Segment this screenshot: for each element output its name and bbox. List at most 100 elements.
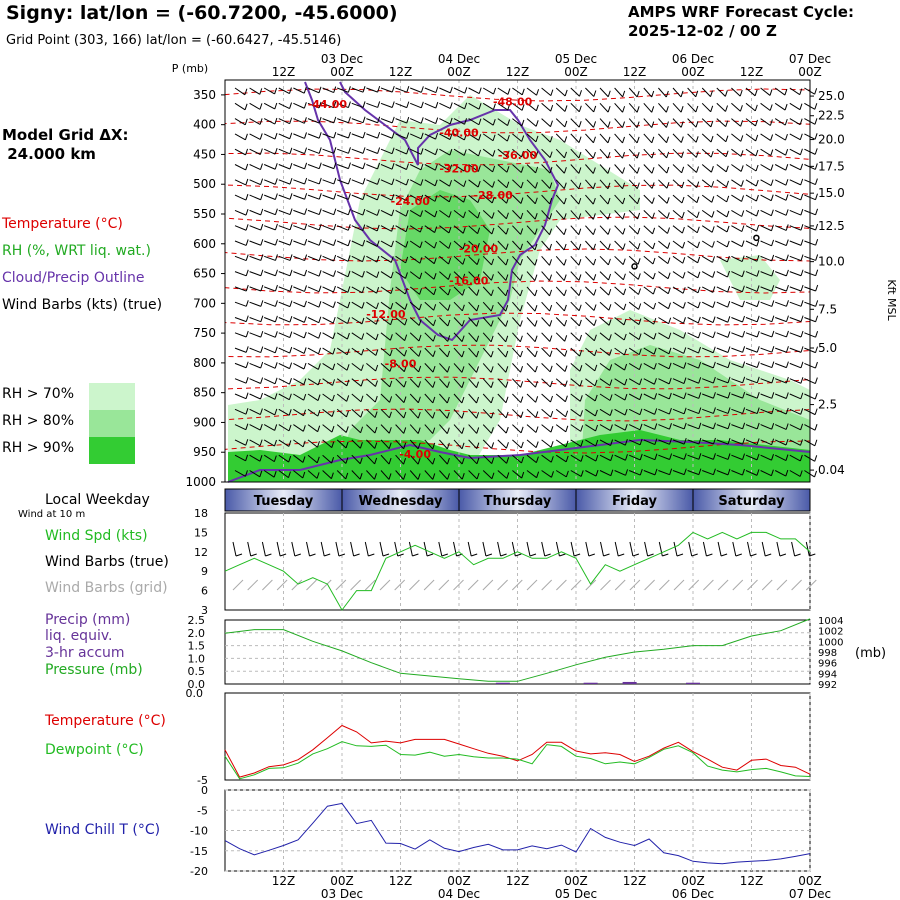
precip-axis-zero: 0.0	[186, 687, 204, 700]
wind-barb-flag	[755, 164, 759, 172]
wind-barb-flag	[461, 381, 465, 388]
wind-barb	[702, 439, 714, 445]
wind-barb	[497, 118, 508, 126]
wind-barb	[278, 87, 290, 94]
wind-barb-flag	[756, 469, 760, 476]
wind-barb	[731, 179, 742, 187]
pressure-tick-label: 1000	[185, 475, 216, 489]
wind-barb	[760, 87, 771, 96]
wind-barb-flag	[535, 151, 539, 158]
wind-barb-flag	[625, 469, 629, 476]
wind-barb-flag	[449, 86, 453, 94]
weekday-label: Tuesday	[254, 494, 314, 509]
wind-barb	[672, 424, 685, 430]
wind-barb-flag	[362, 255, 366, 262]
wind-barb-flag	[492, 134, 496, 141]
wind-speed-tick-label: 12	[194, 546, 208, 559]
wind-barb	[701, 133, 712, 143]
wind-barb-flag	[419, 257, 423, 264]
wind-barb-flag	[507, 119, 511, 126]
wind-barb-flag	[593, 304, 597, 311]
wind-barb-flag	[391, 101, 395, 108]
wind-barb	[526, 454, 537, 464]
wind-barb	[293, 454, 304, 463]
wind-barb-flag	[404, 318, 408, 326]
wind-barb-flag	[698, 361, 702, 369]
wind-barb	[497, 271, 507, 281]
wind-barb	[555, 164, 565, 174]
wind-barb	[658, 271, 669, 280]
wind-barb	[614, 87, 624, 98]
time-tick-label-top: 00Z	[330, 65, 354, 79]
wind-barb-flag	[564, 365, 568, 372]
wind-barb	[526, 210, 536, 220]
wind-barb	[687, 164, 697, 173]
wind-barb-flag	[491, 196, 495, 204]
weekday-label: Friday	[612, 494, 658, 509]
wind-barb-flag	[668, 332, 672, 339]
wind-barb-flag	[595, 454, 599, 462]
wind-barb-flag	[304, 254, 308, 261]
wind-barb	[293, 470, 304, 479]
wind-barb	[482, 470, 493, 480]
wind-barb	[468, 317, 478, 327]
wind-barb	[264, 179, 276, 185]
wind-barb-flag	[245, 208, 249, 216]
wind-barb-flag	[478, 149, 482, 157]
wind-barb	[263, 133, 276, 140]
wind-barb-flag	[317, 378, 321, 386]
wind-barb	[599, 362, 610, 371]
wind-barb	[453, 118, 465, 125]
wind-barb-flag	[534, 365, 538, 373]
wind-barb-flag	[362, 239, 366, 247]
wind-barb	[687, 225, 698, 234]
wind-barb-flag	[345, 457, 349, 464]
wind-barb	[643, 133, 653, 144]
wind-barb	[628, 225, 639, 235]
wind-barb-flag	[564, 350, 568, 357]
wind-barb-flag	[593, 90, 597, 97]
wind-barb	[672, 210, 683, 219]
wind-barb-flag	[668, 392, 672, 400]
wind-barb	[482, 454, 493, 464]
wind-barb-flag	[608, 288, 612, 296]
wind-barb-flag	[432, 350, 436, 357]
wind-barb-flag	[318, 132, 322, 139]
wind-barb-flag	[432, 458, 436, 465]
grid-wind-barb	[688, 579, 700, 591]
wind-barb-flag	[274, 178, 278, 185]
wind-barb	[789, 164, 801, 171]
wind-barb-flag	[433, 241, 437, 249]
wind-barb	[497, 332, 507, 343]
grid-wind-barb	[673, 579, 685, 591]
wind-barb-flag	[741, 255, 745, 262]
wind-barb	[614, 240, 624, 250]
wind-barb	[512, 102, 523, 111]
grid-wind-barb	[629, 579, 641, 591]
wind-barb-flag	[624, 423, 628, 431]
wind-barb	[687, 210, 698, 219]
wind-barb-flag	[622, 152, 625, 159]
wind-barb	[643, 378, 655, 385]
wind-barb-flag	[260, 208, 264, 216]
wind-barb	[526, 118, 537, 127]
wind-barb	[687, 271, 699, 279]
wind-barb-flag	[637, 227, 641, 235]
wind-barb-flag	[403, 442, 407, 449]
wind-barb-flag	[304, 132, 307, 139]
wind-barb-flag	[607, 136, 611, 144]
wind-barb-flag	[755, 194, 759, 202]
wind-barb	[687, 362, 699, 369]
wind-barb	[322, 133, 335, 139]
wind-barb-flag	[550, 89, 554, 96]
wind-barb	[760, 347, 773, 353]
wind-barb-flag	[406, 163, 409, 170]
wind-barb	[497, 225, 507, 235]
wind-barb-flag	[447, 304, 451, 311]
wind-barb	[526, 317, 536, 327]
wind-barb	[702, 393, 714, 399]
wind-barb	[322, 362, 334, 371]
wind-barb-flag	[697, 301, 701, 309]
wind-barb-flag	[814, 163, 818, 170]
wind-barb-flag	[711, 181, 715, 188]
